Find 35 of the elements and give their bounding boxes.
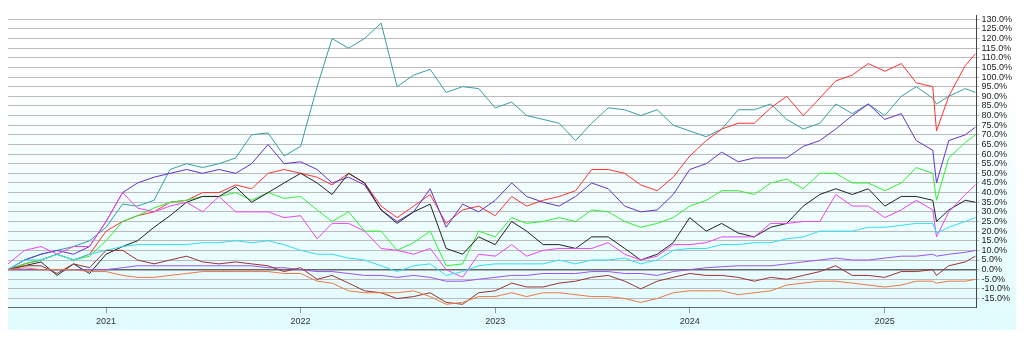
y-tick-label: 5.0% — [981, 254, 1002, 265]
y-tick-label: 95.0% — [981, 81, 1008, 92]
x-tick-label: 2025 — [874, 316, 895, 327]
y-tick-label: 70.0% — [981, 129, 1008, 140]
y-tick-label: -15.0% — [981, 293, 1011, 304]
y-tick-label: 85.0% — [981, 100, 1008, 111]
y-tick-label: 35.0% — [981, 196, 1008, 207]
x-tick-label: 2023 — [485, 316, 506, 327]
y-tick-label: 105.0% — [981, 61, 1013, 72]
y-tick-label: 130.0% — [981, 13, 1013, 24]
y-tick-label: 80.0% — [981, 110, 1008, 121]
y-tick-label: 115.0% — [981, 42, 1012, 53]
y-tick-label: 20.0% — [981, 225, 1008, 236]
x-tick-label: 2024 — [679, 316, 700, 327]
y-tick-label: 125.0% — [981, 23, 1013, 34]
y-tick-label: -5.0% — [981, 273, 1005, 284]
y-tick-label: 25.0% — [981, 215, 1008, 226]
y-tick-label: 100.0% — [981, 71, 1013, 82]
y-tick-label: 45.0% — [981, 177, 1008, 188]
x-tick-label: 2022 — [290, 316, 311, 327]
y-tick-label: 60.0% — [981, 148, 1008, 159]
y-tick-label: 30.0% — [981, 206, 1008, 217]
y-tick-label: 50.0% — [981, 167, 1008, 178]
y-tick-label: -10.0% — [981, 283, 1011, 294]
y-tick-label: 55.0% — [981, 158, 1008, 169]
y-tick-label: 15.0% — [981, 235, 1008, 246]
y-tick-label: 75.0% — [981, 119, 1008, 130]
y-tick-label: 120.0% — [981, 33, 1013, 43]
y-tick-label: 110.0% — [981, 52, 1012, 63]
x-tick-label: 2021 — [96, 316, 117, 327]
y-tick-label: 90.0% — [981, 90, 1008, 101]
y-tick-label: 65.0% — [981, 138, 1008, 149]
y-tick-label: 10.0% — [981, 244, 1008, 255]
y-tick-label: 40.0% — [981, 187, 1008, 198]
y-tick-label: 0.0% — [981, 264, 1002, 275]
